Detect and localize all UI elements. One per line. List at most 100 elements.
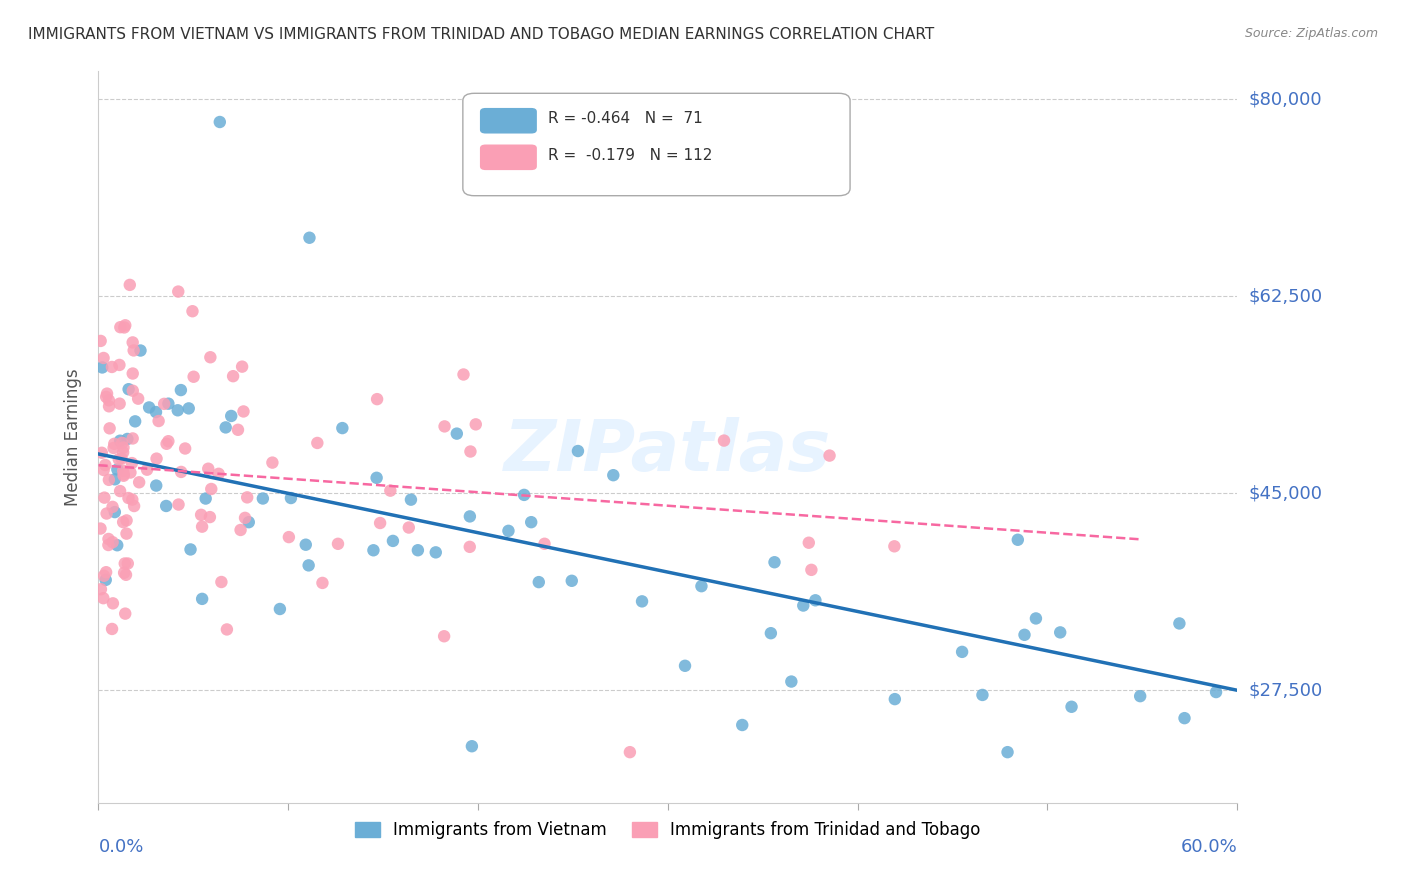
Point (101, 359, 124, 374)
Point (112, 445, 135, 459)
Point (398, 520, 420, 534)
Point (561, 574, 583, 588)
Point (145, 478, 167, 492)
Point (108, 434, 131, 448)
Point (155, 437, 177, 451)
Point (136, 463, 159, 477)
Point (93, 568, 115, 582)
Point (112, 515, 135, 529)
Point (101, 500, 124, 514)
Point (112, 566, 135, 580)
Point (330, 421, 353, 435)
Point (107, 452, 129, 467)
Text: IMMIGRANTS FROM VIETNAM VS IMMIGRANTS FROM TRINIDAD AND TOBAGO MEDIAN EARNINGS C: IMMIGRANTS FROM VIETNAM VS IMMIGRANTS FR… (28, 27, 935, 42)
FancyBboxPatch shape (463, 94, 851, 195)
Point (114, 607, 136, 621)
Point (198, 510, 221, 524)
FancyBboxPatch shape (479, 108, 537, 134)
Point (1173, 711, 1195, 725)
Point (101, 596, 124, 610)
Point (114, 557, 136, 571)
Text: R = -0.464   N =  71: R = -0.464 N = 71 (548, 112, 703, 127)
Point (104, 472, 127, 486)
Point (294, 538, 316, 552)
Point (1007, 533, 1029, 547)
Point (200, 351, 222, 365)
Point (97, 393, 120, 408)
Point (118, 277, 141, 292)
Point (191, 519, 214, 533)
Point (800, 563, 823, 577)
Text: 60.0%: 60.0% (1181, 838, 1237, 855)
Point (194, 491, 217, 506)
Text: ZIPatlas: ZIPatlas (505, 417, 831, 486)
Point (326, 537, 349, 551)
Point (94, 565, 117, 579)
Point (458, 509, 481, 524)
Text: R =  -0.179   N = 112: R = -0.179 N = 112 (548, 148, 713, 163)
Point (883, 692, 905, 706)
Point (121, 367, 143, 381)
Point (93, 591, 115, 606)
Point (366, 471, 388, 485)
Text: $62,500: $62,500 (1249, 287, 1323, 305)
Point (197, 461, 219, 475)
Point (231, 359, 253, 374)
Point (120, 466, 142, 480)
Point (818, 449, 841, 463)
Point (122, 343, 145, 358)
Point (112, 468, 135, 483)
Point (498, 524, 520, 538)
Point (155, 499, 177, 513)
Point (190, 508, 212, 522)
Point (461, 739, 484, 754)
Point (145, 405, 167, 419)
Point (673, 658, 696, 673)
Point (117, 382, 139, 396)
Point (167, 498, 190, 512)
Point (94, 573, 117, 587)
Point (446, 426, 468, 441)
Point (121, 456, 143, 470)
Text: $45,000: $45,000 (1249, 484, 1323, 502)
Point (997, 745, 1019, 759)
Point (797, 535, 820, 549)
Point (368, 516, 391, 530)
Point (111, 435, 134, 450)
Point (98, 421, 121, 435)
Point (804, 593, 827, 607)
Point (280, 491, 302, 505)
Point (215, 623, 238, 637)
Point (731, 718, 754, 732)
Point (170, 465, 193, 479)
Point (533, 537, 555, 551)
Point (209, 574, 232, 589)
Point (153, 397, 176, 411)
Point (108, 484, 131, 499)
Point (112, 441, 135, 455)
Point (166, 403, 188, 417)
Point (759, 626, 782, 640)
Point (97, 532, 120, 546)
Point (97, 473, 120, 487)
Point (101, 535, 124, 549)
Point (232, 404, 254, 418)
Point (91, 360, 114, 375)
Point (112, 467, 135, 482)
Point (121, 432, 143, 446)
Point (252, 491, 274, 506)
Point (94, 390, 117, 404)
Point (298, 231, 321, 245)
Point (226, 423, 249, 437)
Point (236, 491, 259, 505)
Point (112, 320, 135, 334)
Point (425, 545, 447, 559)
Point (90, 446, 112, 460)
Point (277, 530, 299, 544)
Point (115, 567, 138, 582)
Point (567, 444, 589, 458)
Point (105, 462, 128, 476)
Point (183, 369, 205, 384)
Point (972, 688, 994, 702)
Point (105, 538, 128, 552)
